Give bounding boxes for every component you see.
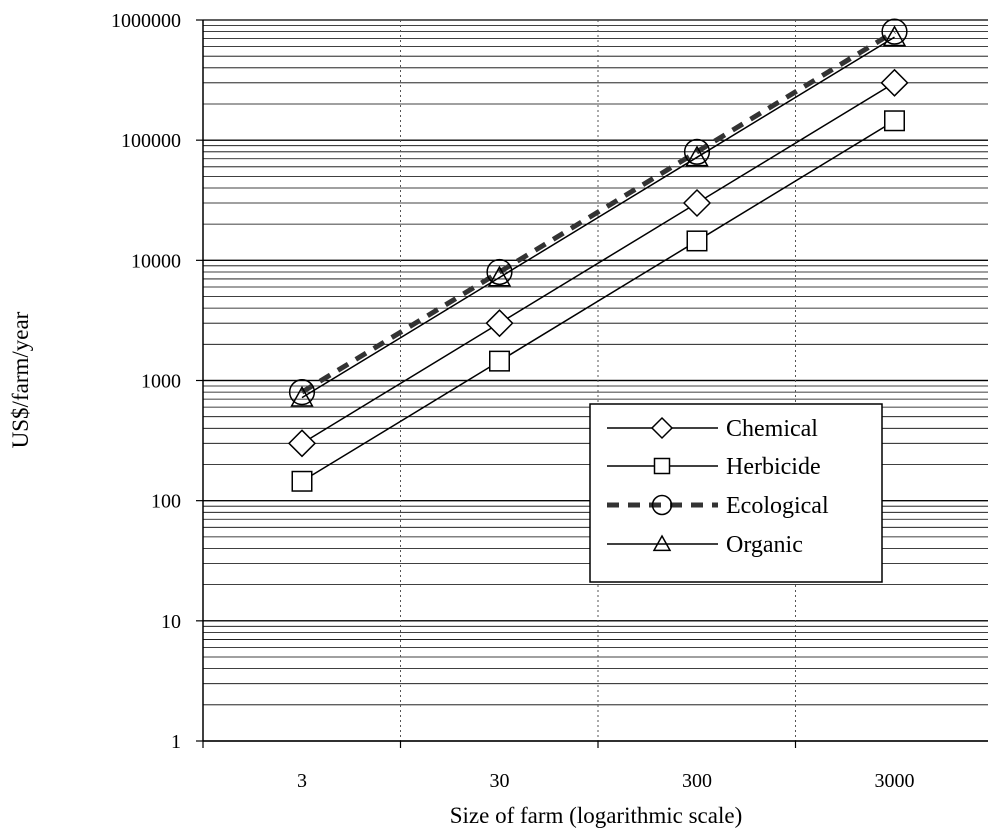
legend-box	[589, 403, 883, 583]
series-organic	[290, 25, 907, 407]
line-herbicide	[301, 120, 895, 482]
y-tick-label: 10	[161, 611, 181, 633]
point-herbicide	[489, 350, 510, 372]
x-tick-label: 3000	[875, 770, 915, 792]
point-ecological	[486, 258, 513, 286]
point-chemical	[485, 309, 514, 338]
point-ecological	[683, 138, 711, 165]
y-tick-label: 100000	[121, 130, 181, 152]
point-herbicide	[884, 110, 905, 132]
x-axis-title: Size of farm (logarithmic scale)	[450, 803, 743, 828]
series-group	[287, 18, 909, 492]
legend-item-herbicide: Herbicide	[607, 454, 821, 480]
point-chemical	[682, 188, 712, 218]
y-tick-label: 100	[151, 491, 181, 513]
legend-label-ecological: Ecological	[726, 493, 829, 519]
series-herbicide	[291, 110, 905, 492]
legend-label-organic: Organic	[726, 532, 803, 558]
series-chemical	[287, 68, 909, 458]
point-herbicide	[291, 470, 313, 492]
x-tick-label: 3	[297, 770, 307, 792]
y-tick-label: 1000	[141, 371, 181, 393]
legend-item-chemical: Chemical	[607, 416, 818, 442]
x-tick-labels: 3 30 300 3000	[297, 770, 915, 792]
line-organic	[301, 36, 895, 399]
legend-marker-chemical	[650, 416, 674, 440]
y-axis-title: US$/farm/year	[8, 311, 33, 448]
point-ecological	[881, 18, 908, 45]
point-organic	[487, 265, 512, 287]
line-ecological	[300, 29, 896, 395]
y-tick-label: 1000000	[111, 10, 181, 32]
y-tick-labels: 1 10 100 1000 10000 100000 1000000	[111, 10, 181, 753]
legend-label-chemical: Chemical	[726, 416, 818, 442]
legend-label-herbicide: Herbicide	[726, 454, 821, 480]
point-chemical	[287, 429, 317, 458]
point-herbicide	[686, 230, 708, 252]
legend-marker-organic	[652, 534, 672, 552]
legend: Chemical Herbicide Ecological Organic	[589, 403, 883, 583]
point-chemical	[880, 68, 909, 97]
axes	[196, 19, 988, 748]
y-tick-label: 10000	[131, 250, 181, 272]
legend-item-organic: Organic	[607, 532, 803, 558]
x-tick-label: 30	[490, 770, 510, 792]
point-organic	[685, 145, 709, 167]
legend-item-ecological: Ecological	[607, 493, 829, 519]
point-organic	[290, 385, 314, 407]
point-organic	[882, 25, 907, 47]
y-tick-label: 1	[171, 731, 181, 753]
x-tick-label: 300	[682, 770, 712, 792]
legend-marker-herbicide	[653, 457, 671, 475]
point-ecological	[288, 379, 316, 406]
legend-marker-ecological	[651, 494, 673, 516]
series-ecological	[288, 18, 908, 406]
line-chemical	[301, 82, 895, 444]
